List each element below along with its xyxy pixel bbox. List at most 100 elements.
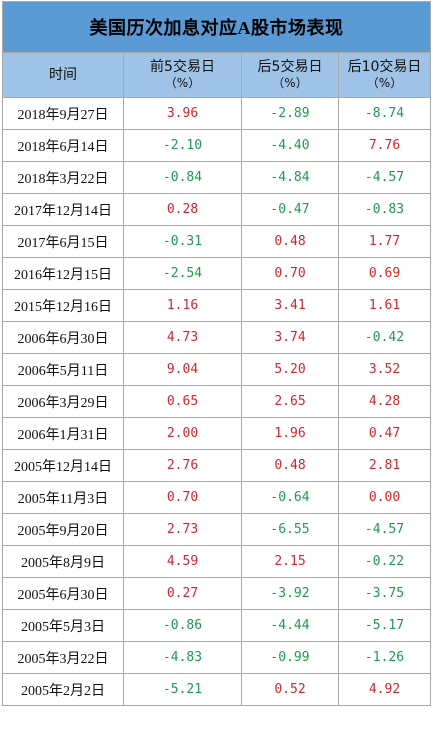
table-row: 2018年3月22日 -0.84 -4.84 -4.57 xyxy=(2,161,431,194)
table-row: 2005年6月30日 0.27 -3.92 -3.75 xyxy=(2,577,431,610)
cell-post10: -4.57 xyxy=(338,161,431,194)
cell-pre5: 4.73 xyxy=(123,321,242,354)
header-post10: 后10交易日 （%） xyxy=(338,52,431,98)
cell-date: 2005年3月22日 xyxy=(2,641,124,674)
cell-post10: -0.83 xyxy=(338,193,431,226)
table-row: 2018年6月14日 -2.10 -4.40 7.76 xyxy=(2,129,431,162)
cell-pre5: 3.96 xyxy=(123,97,242,130)
header-pre5-unit: （%） xyxy=(164,76,201,90)
cell-pre5: 4.59 xyxy=(123,545,242,578)
cell-date: 2006年1月31日 xyxy=(2,417,124,450)
cell-post5: -0.64 xyxy=(241,481,339,514)
cell-pre5: -0.31 xyxy=(123,225,242,258)
cell-date: 2018年3月22日 xyxy=(2,161,124,194)
cell-date: 2015年12月16日 xyxy=(2,289,124,322)
table-row: 2006年1月31日 2.00 1.96 0.47 xyxy=(2,417,431,450)
cell-date: 2018年9月27日 xyxy=(2,97,124,130)
cell-post5: 0.48 xyxy=(241,225,339,258)
cell-post10: -5.17 xyxy=(338,609,431,642)
header-post5: 后5交易日 （%） xyxy=(241,52,339,98)
cell-post5: 3.74 xyxy=(241,321,339,354)
table-row: 2005年2月2日 -5.21 0.52 4.92 xyxy=(2,673,431,706)
header-pre5: 前5交易日 （%） xyxy=(123,52,242,98)
header-post10-unit: （%） xyxy=(366,76,403,90)
cell-post5: 0.70 xyxy=(241,257,339,290)
table-row: 2005年3月22日 -4.83 -0.99 -1.26 xyxy=(2,641,431,674)
table-row: 2016年12月15日 -2.54 0.70 0.69 xyxy=(2,257,431,290)
cell-post5: 0.48 xyxy=(241,449,339,482)
cell-pre5: -0.86 xyxy=(123,609,242,642)
cell-post10: -8.74 xyxy=(338,97,431,130)
cell-date: 2016年12月15日 xyxy=(2,257,124,290)
rate-hike-table: 美国历次加息对应A股市场表现 时间 前5交易日 （%） 后5交易日 （%） 后1… xyxy=(2,1,431,706)
cell-pre5: 2.73 xyxy=(123,513,242,546)
cell-post10: -0.42 xyxy=(338,321,431,354)
cell-post10: -3.75 xyxy=(338,577,431,610)
cell-pre5: -2.54 xyxy=(123,257,242,290)
cell-pre5: -4.83 xyxy=(123,641,242,674)
cell-date: 2005年8月9日 xyxy=(2,545,124,578)
cell-post5: 1.96 xyxy=(241,417,339,450)
cell-date: 2005年9月20日 xyxy=(2,513,124,546)
cell-date: 2005年2月2日 xyxy=(2,673,124,706)
cell-post5: -0.99 xyxy=(241,641,339,674)
cell-post5: -4.44 xyxy=(241,609,339,642)
cell-post5: 2.15 xyxy=(241,545,339,578)
cell-date: 2005年5月3日 xyxy=(2,609,124,642)
cell-post10: 1.61 xyxy=(338,289,431,322)
cell-post10: 4.28 xyxy=(338,385,431,418)
cell-pre5: 0.70 xyxy=(123,481,242,514)
cell-pre5: 0.65 xyxy=(123,385,242,418)
table-row: 2006年3月29日 0.65 2.65 4.28 xyxy=(2,385,431,418)
cell-pre5: -0.84 xyxy=(123,161,242,194)
table-row: 2005年11月3日 0.70 -0.64 0.00 xyxy=(2,481,431,514)
header-pre5-label: 前5交易日 xyxy=(150,59,215,75)
cell-post5: -4.84 xyxy=(241,161,339,194)
table-row: 2005年9月20日 2.73 -6.55 -4.57 xyxy=(2,513,431,546)
header-date-label: 时间 xyxy=(49,67,77,83)
table-row: 2005年8月9日 4.59 2.15 -0.22 xyxy=(2,545,431,578)
cell-pre5: -5.21 xyxy=(123,673,242,706)
cell-date: 2006年6月30日 xyxy=(2,321,124,354)
header-post10-label: 后10交易日 xyxy=(347,59,422,75)
header-row: 时间 前5交易日 （%） 后5交易日 （%） 后10交易日 （%） xyxy=(2,52,431,98)
table-row: 2015年12月16日 1.16 3.41 1.61 xyxy=(2,289,431,322)
cell-post5: -0.47 xyxy=(241,193,339,226)
cell-date: 2006年5月11日 xyxy=(2,353,124,386)
cell-post10: -1.26 xyxy=(338,641,431,674)
table-row: 2017年12月14日 0.28 -0.47 -0.83 xyxy=(2,193,431,226)
cell-post5: -3.92 xyxy=(241,577,339,610)
cell-post5: -2.89 xyxy=(241,97,339,130)
cell-post10: 1.77 xyxy=(338,225,431,258)
table-row: 2018年9月27日 3.96 -2.89 -8.74 xyxy=(2,97,431,130)
cell-post5: -4.40 xyxy=(241,129,339,162)
cell-post5: 3.41 xyxy=(241,289,339,322)
cell-date: 2006年3月29日 xyxy=(2,385,124,418)
cell-pre5: 0.28 xyxy=(123,193,242,226)
cell-post5: 2.65 xyxy=(241,385,339,418)
cell-pre5: 0.27 xyxy=(123,577,242,610)
cell-post5: -6.55 xyxy=(241,513,339,546)
cell-post10: 0.47 xyxy=(338,417,431,450)
cell-post10: 4.92 xyxy=(338,673,431,706)
table-row: 2006年5月11日 9.04 5.20 3.52 xyxy=(2,353,431,386)
table-body: 2018年9月27日 3.96 -2.89 -8.74 2018年6月14日 -2.10-… xyxy=(2,97,431,706)
cell-date: 2017年12月14日 xyxy=(2,193,124,226)
table-row: 2006年6月30日 4.73 3.74 -0.42 xyxy=(2,321,431,354)
cell-pre5: 2.76 xyxy=(123,449,242,482)
cell-pre5: -2.10 xyxy=(123,129,242,162)
table-row: 2005年12月14日 2.76 0.48 2.81 xyxy=(2,449,431,482)
cell-post10: 0.00 xyxy=(338,481,431,514)
title-row: 美国历次加息对应A股市场表现 xyxy=(2,1,431,53)
cell-date: 2005年6月30日 xyxy=(2,577,124,610)
cell-pre5: 1.16 xyxy=(123,289,242,322)
table-row: 2017年6月15日 -0.31 0.48 1.77 xyxy=(2,225,431,258)
cell-post10: 7.76 xyxy=(338,129,431,162)
cell-post10: -0.22 xyxy=(338,545,431,578)
cell-post10: -4.57 xyxy=(338,513,431,546)
header-date: 时间 xyxy=(2,52,124,98)
cell-post5: 5.20 xyxy=(241,353,339,386)
table-title: 美国历次加息对应A股市场表现 xyxy=(2,1,431,53)
cell-pre5: 9.04 xyxy=(123,353,242,386)
cell-date: 2005年11月3日 xyxy=(2,481,124,514)
